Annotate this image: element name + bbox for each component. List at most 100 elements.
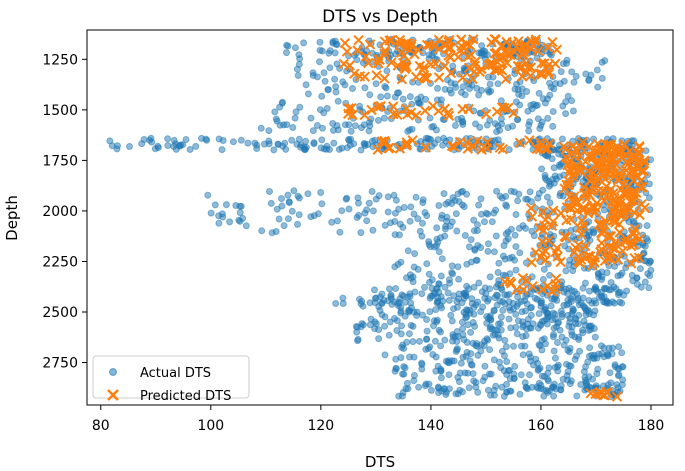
- actual-point: [406, 293, 414, 300]
- predicted-point: [522, 62, 534, 73]
- actual-point: [400, 370, 408, 378]
- actual-point: [441, 336, 449, 344]
- actual-point: [463, 260, 471, 268]
- predicted-point: [584, 251, 596, 262]
- actual-point: [496, 192, 504, 200]
- actual-point: [461, 91, 469, 99]
- predicted-point: [483, 60, 494, 71]
- actual-point: [416, 100, 424, 107]
- actual-point: [428, 284, 436, 292]
- actual-point: [427, 386, 435, 394]
- actual-point: [492, 206, 500, 214]
- actual-point: [236, 209, 244, 217]
- predicted-point: [624, 145, 635, 157]
- actual-point: [384, 193, 392, 201]
- predicted-point: [379, 48, 390, 59]
- predicted-point: [546, 220, 558, 232]
- predicted-point: [573, 251, 585, 262]
- predicted-point: [363, 57, 374, 69]
- actual-point: [380, 114, 388, 122]
- actual-point: [371, 286, 378, 294]
- actual-point: [329, 39, 337, 47]
- actual-point: [318, 92, 326, 100]
- actual-point: [341, 121, 349, 129]
- predicted-point: [543, 235, 554, 246]
- actual-point: [569, 107, 577, 115]
- actual-point: [204, 191, 212, 199]
- actual-point: [460, 294, 468, 302]
- actual-point: [473, 340, 481, 347]
- actual-point: [434, 384, 442, 392]
- actual-point: [271, 108, 279, 116]
- predicted-point: [560, 152, 572, 163]
- actual-point: [363, 217, 371, 225]
- predicted-point: [467, 73, 478, 85]
- actual-point: [393, 327, 401, 334]
- actual-point: [478, 42, 486, 50]
- predicted-point: [625, 240, 637, 252]
- actual-point: [524, 195, 532, 203]
- predicted-point: [360, 51, 372, 62]
- actual-point: [391, 209, 399, 217]
- actual-point: [369, 207, 377, 215]
- predicted-point: [405, 107, 417, 118]
- actual-point: [164, 142, 172, 149]
- actual-point: [585, 326, 593, 334]
- actual-point: [522, 307, 530, 315]
- actual-point: [294, 220, 301, 228]
- actual-point: [274, 140, 282, 148]
- actual-point: [461, 232, 469, 239]
- actual-point: [397, 354, 405, 362]
- actual-point: [546, 199, 554, 207]
- actual-point: [616, 288, 624, 296]
- actual-point: [512, 98, 520, 106]
- actual-point: [353, 214, 361, 221]
- actual-point: [376, 306, 384, 314]
- actual-point: [538, 346, 546, 354]
- predicted-point: [539, 58, 550, 69]
- actual-point: [332, 88, 340, 96]
- actual-point: [366, 299, 374, 307]
- actual-point: [592, 299, 600, 307]
- actual-point: [464, 369, 472, 377]
- actual-point: [383, 67, 391, 75]
- predicted-point: [530, 247, 542, 258]
- actual-point: [400, 363, 408, 371]
- actual-point: [368, 188, 376, 195]
- actual-point: [372, 80, 380, 88]
- actual-point: [606, 369, 614, 377]
- actual-point: [316, 38, 324, 46]
- actual-point: [433, 316, 441, 324]
- actual-point: [385, 285, 393, 293]
- actual-point: [565, 284, 573, 292]
- predicted-point: [383, 142, 394, 154]
- actual-point: [267, 199, 275, 207]
- predicted-point: [583, 204, 595, 215]
- actual-point: [424, 345, 432, 353]
- predicted-point: [604, 231, 615, 243]
- predicted-point: [499, 102, 510, 114]
- actual-point: [435, 202, 443, 209]
- actual-point: [463, 338, 471, 346]
- actual-point: [391, 263, 399, 271]
- actual-point: [226, 218, 234, 226]
- actual-point: [603, 298, 611, 306]
- actual-point: [449, 270, 457, 278]
- predicted-point: [582, 208, 594, 219]
- actual-point: [316, 106, 324, 114]
- predicted-point: [629, 252, 640, 264]
- predicted-point: [535, 68, 547, 79]
- actual-point: [386, 318, 394, 326]
- actual-point: [563, 360, 570, 368]
- predicted-point: [455, 44, 466, 56]
- actual-point: [487, 87, 495, 95]
- actual-point: [510, 374, 518, 382]
- actual-point: [431, 140, 439, 147]
- actual-point: [525, 350, 533, 358]
- x-tick-label: 100: [197, 418, 224, 434]
- actual-point: [404, 247, 412, 255]
- actual-point: [549, 108, 557, 115]
- actual-point: [462, 352, 470, 360]
- predicted-point: [500, 73, 512, 85]
- actual-point: [598, 74, 606, 82]
